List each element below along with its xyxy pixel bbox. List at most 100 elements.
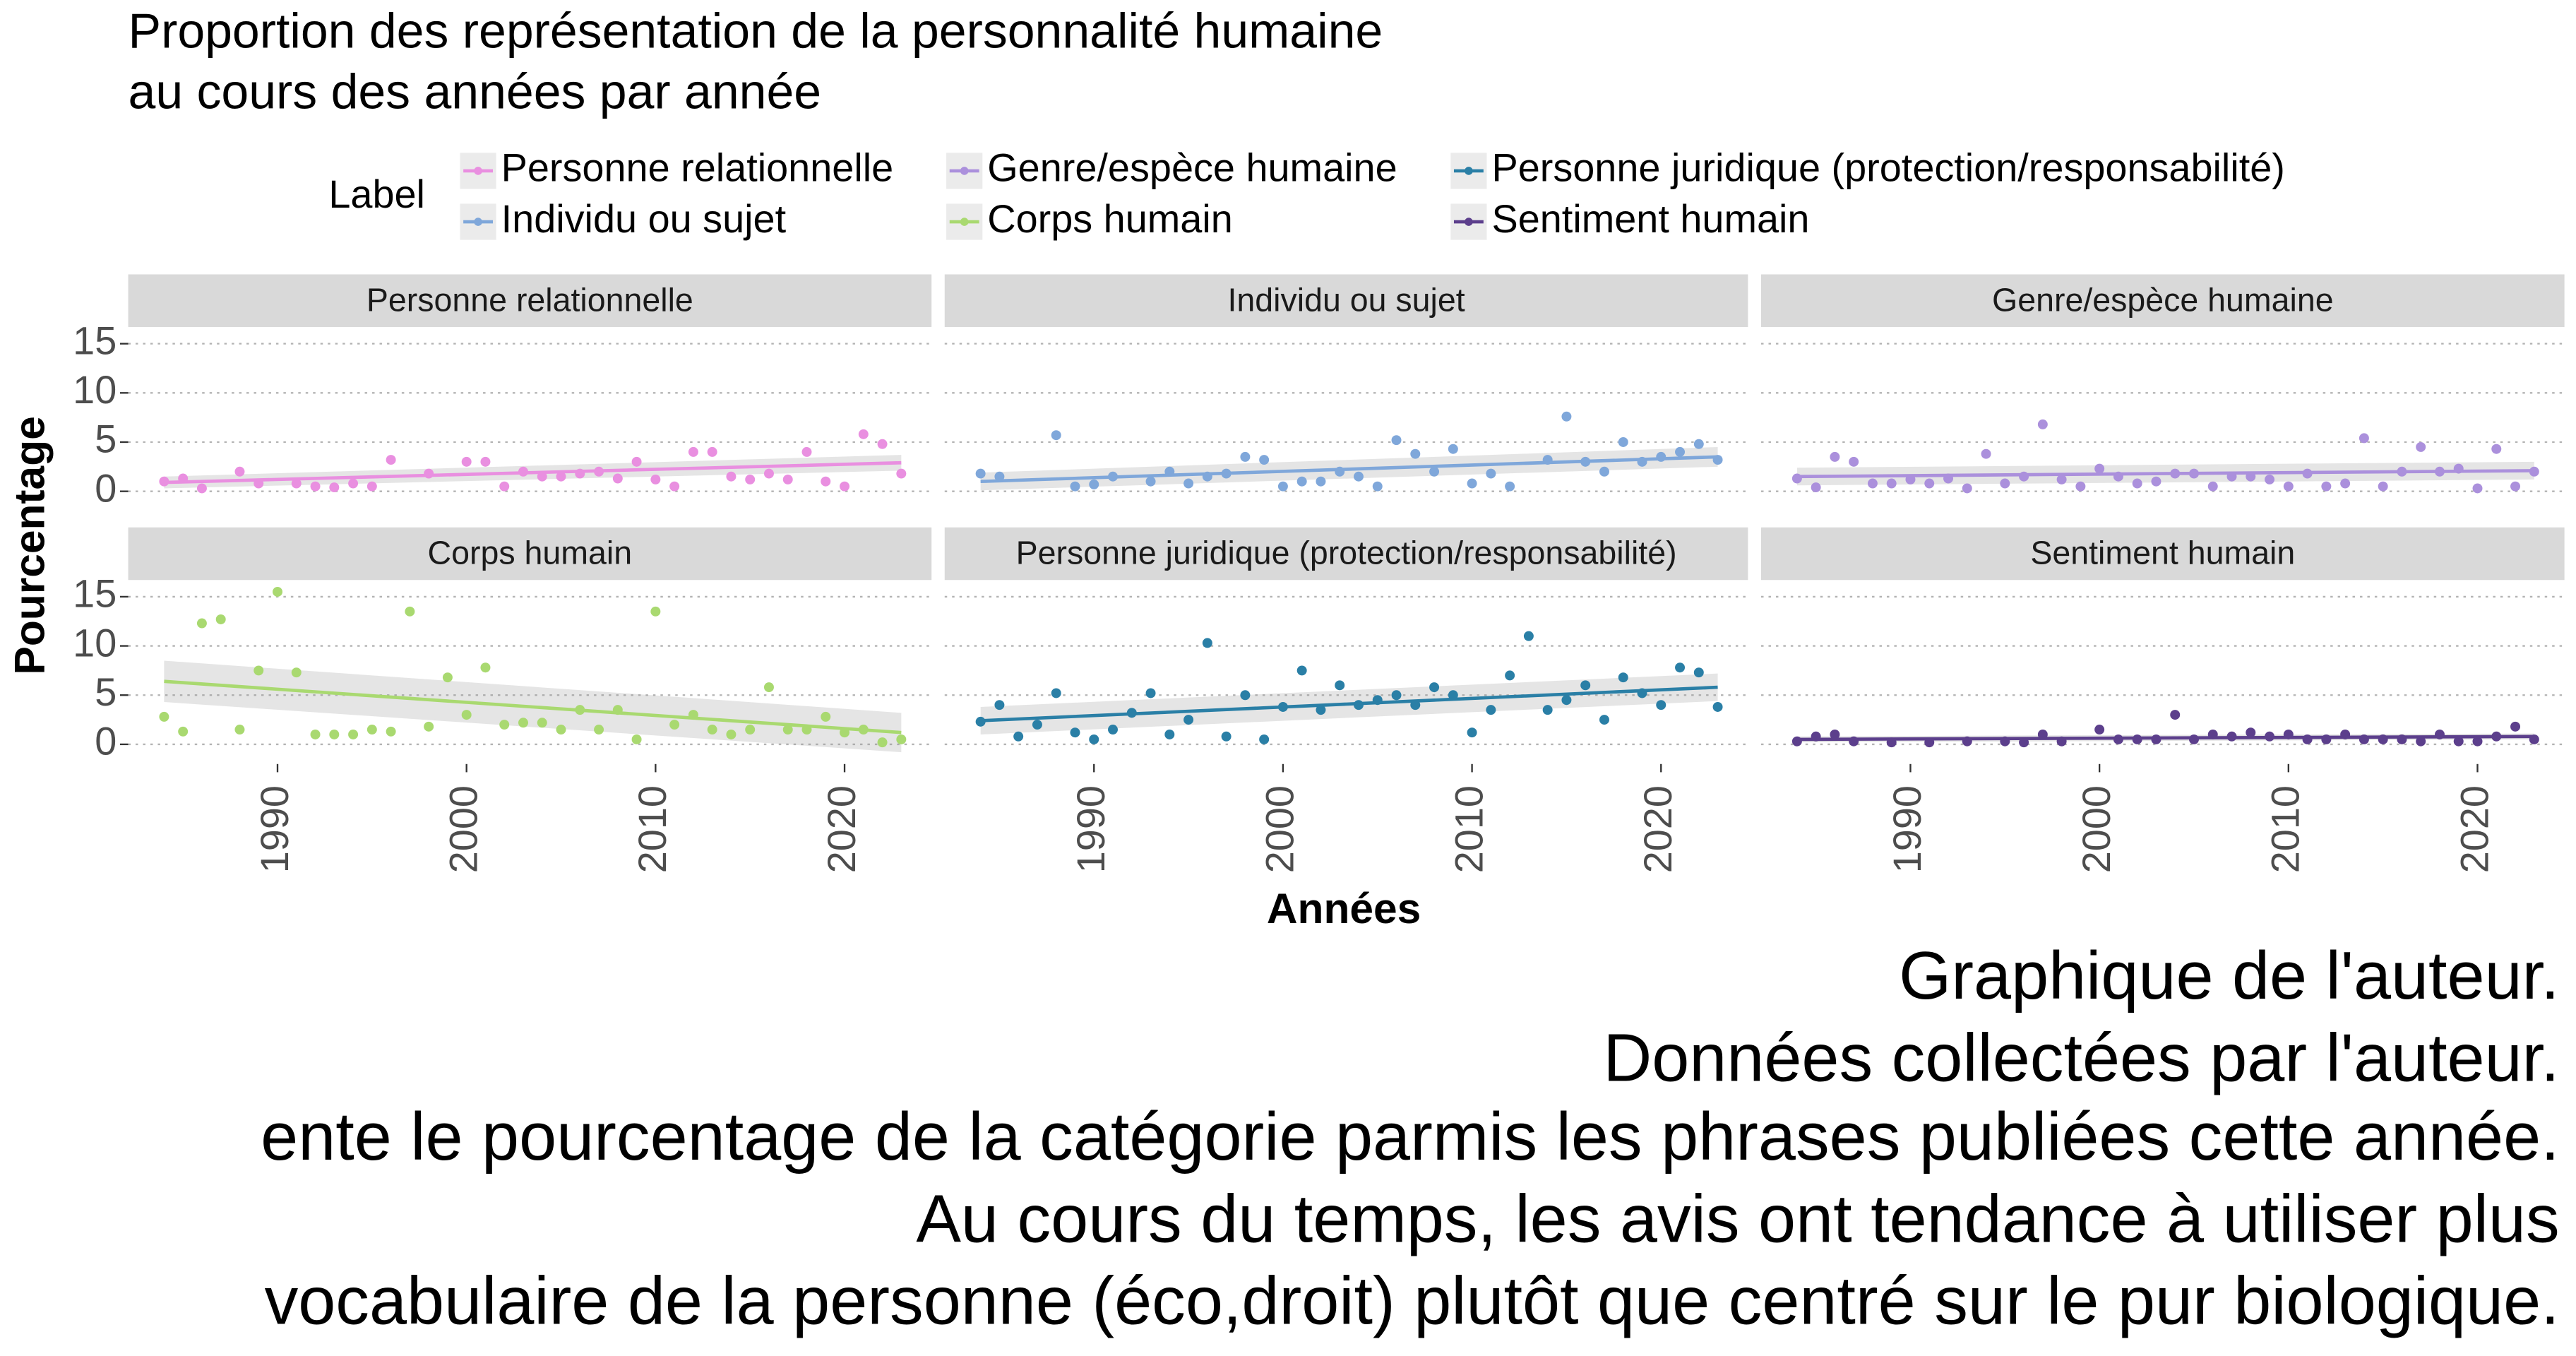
data-point — [480, 456, 491, 467]
data-point — [669, 720, 680, 730]
data-point — [2019, 471, 2029, 482]
data-point — [2000, 736, 2010, 747]
data-point — [669, 481, 680, 492]
data-point — [1962, 483, 1972, 494]
data-point — [2491, 444, 2502, 454]
data-point — [2529, 466, 2539, 477]
data-point — [1637, 456, 1647, 467]
data-point — [2283, 730, 2294, 739]
data-point — [2189, 734, 2199, 744]
data-point — [196, 483, 207, 494]
data-point — [1145, 476, 1156, 487]
x-tick-label: 1990 — [1068, 785, 1113, 873]
data-point — [1296, 665, 1307, 676]
data-point — [273, 586, 282, 597]
data-point — [1849, 456, 1859, 467]
data-point — [1712, 701, 1723, 712]
data-point — [518, 718, 528, 728]
legend-label: Personne juridique (protection/responsab… — [1491, 145, 2284, 190]
x-axis-title: Années — [1267, 884, 1421, 932]
data-point — [2434, 730, 2445, 739]
strip — [944, 274, 1748, 327]
data-point — [2434, 466, 2445, 477]
data-point — [348, 478, 359, 489]
data-point — [1051, 430, 1061, 441]
data-point — [310, 481, 321, 492]
data-point — [821, 476, 831, 487]
data-point — [1943, 473, 1953, 484]
data-point — [707, 725, 717, 734]
caption: Données collectées par l'auteur. — [1603, 1021, 2559, 1095]
strip — [1761, 274, 2565, 327]
strip-label: Sentiment humain — [2030, 535, 2295, 571]
data-point — [537, 718, 547, 728]
data-point — [2397, 466, 2407, 477]
data-point — [1448, 444, 1458, 454]
data-point — [782, 474, 793, 484]
legend-label: Personne relationnelle — [501, 145, 894, 190]
data-point — [821, 711, 831, 722]
trend-line — [980, 455, 1718, 484]
data-point — [1599, 466, 1609, 477]
data-point — [1618, 672, 1628, 683]
data-point — [1618, 437, 1628, 447]
data-point — [2529, 734, 2539, 744]
data-point — [1240, 690, 1251, 701]
legend-title: Label — [328, 172, 425, 216]
data-point — [1183, 478, 1194, 489]
legend-label: Sentiment humain — [1491, 196, 1809, 241]
strip-label: Corps humain — [428, 535, 633, 571]
data-point — [386, 455, 396, 465]
data-point — [1108, 725, 1118, 734]
data-point — [2453, 463, 2464, 474]
data-point — [386, 726, 396, 737]
data-point — [2113, 471, 2123, 482]
data-point — [896, 734, 907, 744]
data-point — [707, 446, 717, 457]
data-point — [2340, 730, 2351, 739]
strip-label: Personne juridique (protection/responsab… — [1016, 535, 1677, 571]
data-point — [1637, 688, 1647, 698]
x-tick-label: 2020 — [819, 785, 864, 873]
data-point — [2075, 481, 2086, 492]
legend-key-dot — [474, 218, 482, 226]
data-point — [575, 705, 585, 715]
strip-label: Individu ou sujet — [1228, 281, 1465, 318]
data-point — [1372, 481, 1383, 492]
data-point — [726, 730, 737, 739]
x-tick-label: 1990 — [252, 785, 297, 873]
data-point — [896, 468, 907, 479]
data-point — [2416, 441, 2426, 452]
data-point — [1542, 455, 1553, 465]
strip-label: Personne relationnelle — [366, 281, 693, 318]
data-point — [1429, 682, 1440, 693]
data-point — [1867, 478, 1878, 489]
data-point — [1372, 695, 1383, 706]
data-point — [2265, 474, 2275, 484]
strip — [128, 274, 932, 327]
data-point — [1277, 701, 1288, 712]
data-point — [1296, 476, 1307, 487]
data-point — [745, 474, 756, 484]
data-point — [726, 471, 737, 482]
data-point — [688, 446, 698, 457]
data-point — [1693, 667, 1704, 678]
data-point — [994, 700, 1005, 710]
data-point — [1070, 481, 1080, 492]
data-point — [254, 478, 264, 489]
data-point — [1108, 471, 1118, 482]
data-point — [291, 478, 302, 489]
data-point — [2453, 736, 2464, 747]
data-point — [1354, 700, 1364, 710]
data-point — [1013, 731, 1024, 742]
data-point — [1316, 705, 1326, 715]
data-point — [2340, 478, 2351, 489]
data-point — [782, 725, 793, 734]
data-point — [2132, 478, 2142, 489]
data-point — [196, 618, 207, 629]
x-tick-label: 2020 — [2452, 785, 2496, 873]
data-point — [1089, 734, 1099, 744]
data-point — [1886, 478, 1897, 489]
data-point — [1126, 708, 1137, 718]
